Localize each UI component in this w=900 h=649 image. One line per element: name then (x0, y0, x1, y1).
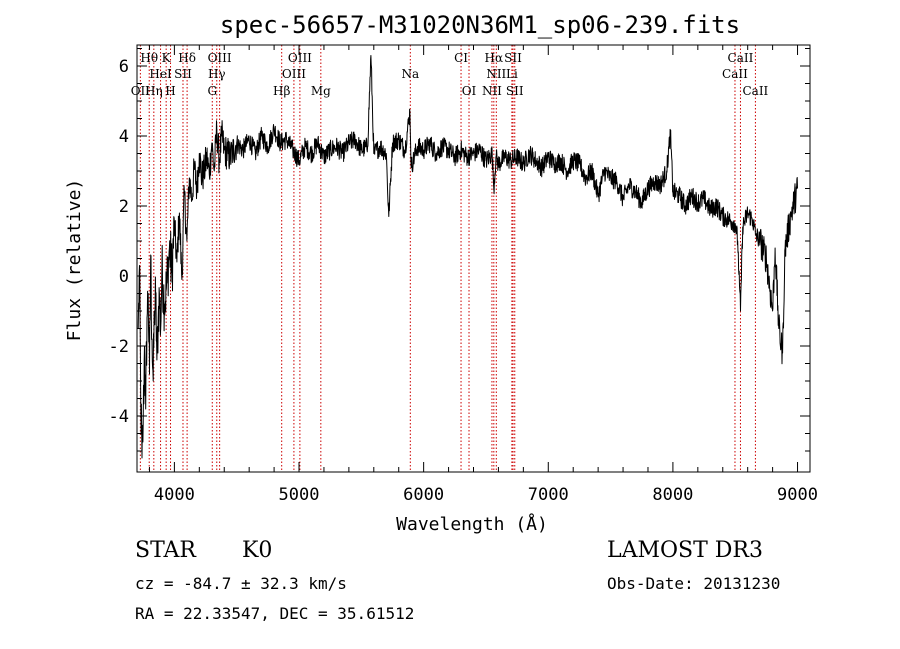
object-class: STAR (135, 538, 196, 563)
line-label: Hδ (178, 51, 196, 65)
spectrum-series (137, 55, 798, 459)
object-subclass: K0 (242, 538, 273, 563)
line-label: NII (486, 67, 506, 81)
line-label: Hα (485, 51, 504, 65)
line-label: G (207, 84, 217, 98)
y-tick-label: 0 (119, 267, 129, 287)
line-label: SII (174, 67, 192, 81)
line-label: Li (506, 67, 518, 81)
chart-title: spec-56657-M31020N36M1_sp06-239.fits (220, 11, 740, 39)
x-tick-label: 7000 (528, 485, 569, 505)
line-label: CaII (728, 51, 754, 65)
line-label: Na (401, 67, 419, 81)
survey-name: LAMOST DR3 (607, 538, 763, 563)
line-label: K (162, 51, 172, 65)
x-tick-label: 8000 (652, 485, 693, 505)
y-tick-label: 4 (119, 127, 129, 147)
y-tick-label: -4 (109, 407, 129, 427)
coordinates-readout: RA = 22.33547, DEC = 35.61512 (135, 604, 415, 623)
line-label: SII (504, 51, 522, 65)
line-label: OIII (208, 51, 232, 65)
line-label: CI (454, 51, 468, 65)
line-label: CaII (722, 67, 748, 81)
observation-date: Obs-Date: 20131230 (607, 574, 781, 593)
y-axis-title: Flux (relative) (64, 179, 85, 342)
line-label: OII (131, 84, 151, 98)
x-axis-title: Wavelength (Å) (396, 513, 548, 535)
line-label: NII (482, 84, 502, 98)
x-tick-label: 5000 (279, 485, 320, 505)
y-tick-label: 2 (119, 197, 129, 217)
redshift-readout: cz = -84.7 ± 32.3 km/s (135, 574, 347, 593)
spectrum-line (137, 55, 798, 459)
line-label: Hθ (140, 51, 158, 65)
line-label: OIII (288, 51, 312, 65)
x-tick-label: 9000 (777, 485, 818, 505)
plot-frame (136, 44, 811, 473)
line-label: CaII (742, 84, 768, 98)
line-label: SII (506, 84, 524, 98)
line-label: Hη (145, 84, 163, 98)
axis-ticks: 4000 5000 6000 7000 8000 9000 -4 -2 0 2 4 6 (109, 45, 818, 505)
line-label: H (165, 84, 175, 98)
y-tick-label: -2 (109, 337, 129, 357)
y-tick-label: 6 (119, 57, 129, 77)
line-label: Hγ (208, 67, 226, 81)
line-label: HeI (149, 67, 172, 81)
x-tick-label: 6000 (403, 485, 444, 505)
line-label: OI (462, 84, 477, 98)
x-tick-label: 4000 (154, 485, 195, 505)
emission-line-markers (139, 45, 756, 472)
line-label: OIII (282, 67, 306, 81)
line-label: Mg (311, 84, 331, 98)
line-label: Hβ (273, 84, 290, 98)
